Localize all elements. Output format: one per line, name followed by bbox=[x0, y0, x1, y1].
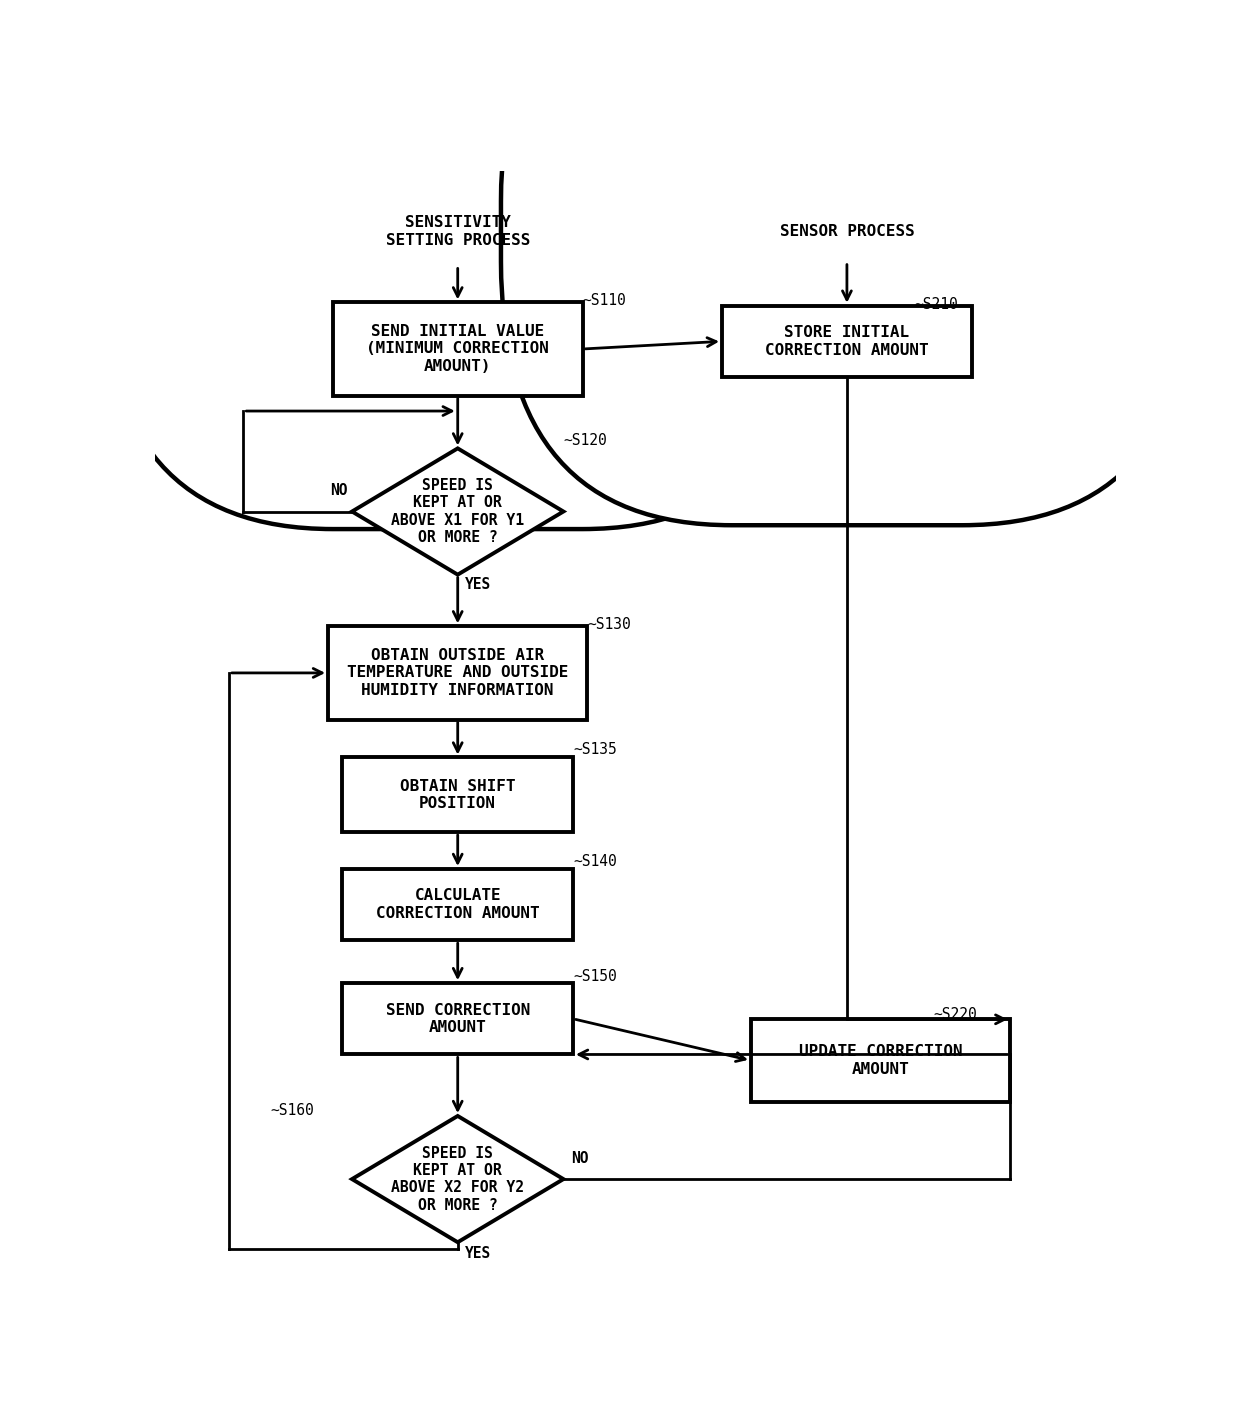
Text: SENSITIVITY
SETTING PROCESS: SENSITIVITY SETTING PROCESS bbox=[386, 215, 529, 248]
Text: CALCULATE
CORRECTION AMOUNT: CALCULATE CORRECTION AMOUNT bbox=[376, 888, 539, 921]
Text: SEND CORRECTION
AMOUNT: SEND CORRECTION AMOUNT bbox=[386, 1002, 529, 1035]
Text: NO: NO bbox=[330, 483, 347, 498]
Text: YES: YES bbox=[465, 578, 491, 592]
Text: SEND INITIAL VALUE
(MINIMUM CORRECTION
AMOUNT): SEND INITIAL VALUE (MINIMUM CORRECTION A… bbox=[366, 324, 549, 374]
Text: UPDATE CORRECTION
AMOUNT: UPDATE CORRECTION AMOUNT bbox=[799, 1044, 962, 1077]
Bar bbox=[722, 305, 972, 376]
Bar bbox=[751, 1020, 1011, 1102]
FancyBboxPatch shape bbox=[501, 0, 1193, 525]
Text: OBTAIN OUTSIDE AIR
TEMPERATURE AND OUTSIDE
HUMIDITY INFORMATION: OBTAIN OUTSIDE AIR TEMPERATURE AND OUTSI… bbox=[347, 647, 568, 697]
Text: ∼S140: ∼S140 bbox=[573, 854, 616, 870]
Text: YES: YES bbox=[465, 1245, 491, 1261]
Text: STORE INITIAL
CORRECTION AMOUNT: STORE INITIAL CORRECTION AMOUNT bbox=[765, 325, 929, 358]
Text: ∼S120: ∼S120 bbox=[563, 434, 608, 448]
Text: ∼S220: ∼S220 bbox=[934, 1007, 977, 1022]
Text: SENSOR PROCESS: SENSOR PROCESS bbox=[780, 224, 914, 240]
Polygon shape bbox=[352, 1117, 563, 1242]
Bar bbox=[327, 626, 588, 720]
Bar bbox=[342, 757, 573, 833]
Bar bbox=[342, 983, 573, 1054]
Text: SPEED IS
KEPT AT OR
ABOVE X2 FOR Y2
OR MORE ?: SPEED IS KEPT AT OR ABOVE X2 FOR Y2 OR M… bbox=[391, 1145, 525, 1212]
Text: ∼S135: ∼S135 bbox=[573, 743, 616, 757]
Text: OBTAIN SHIFT
POSITION: OBTAIN SHIFT POSITION bbox=[401, 779, 516, 811]
Text: ∼S160: ∼S160 bbox=[270, 1102, 314, 1118]
Text: ∼S110: ∼S110 bbox=[583, 294, 626, 308]
Text: NO: NO bbox=[572, 1151, 589, 1166]
Text: ∼S150: ∼S150 bbox=[573, 968, 616, 984]
Text: ∼S210: ∼S210 bbox=[914, 297, 959, 312]
Text: SPEED IS
KEPT AT OR
ABOVE X1 FOR Y1
OR MORE ?: SPEED IS KEPT AT OR ABOVE X1 FOR Y1 OR M… bbox=[391, 478, 525, 545]
Polygon shape bbox=[352, 448, 563, 575]
Text: ∼S130: ∼S130 bbox=[588, 617, 631, 632]
FancyBboxPatch shape bbox=[102, 0, 813, 529]
Bar bbox=[342, 868, 573, 940]
Bar bbox=[332, 302, 583, 395]
